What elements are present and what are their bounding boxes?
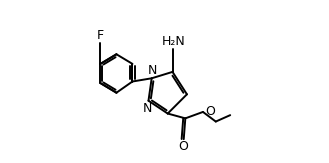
Text: N: N xyxy=(148,64,157,77)
Text: O: O xyxy=(178,140,188,153)
Text: F: F xyxy=(97,29,104,42)
Text: H₂N: H₂N xyxy=(162,35,186,48)
Text: N: N xyxy=(143,102,152,115)
Text: O: O xyxy=(205,105,215,118)
